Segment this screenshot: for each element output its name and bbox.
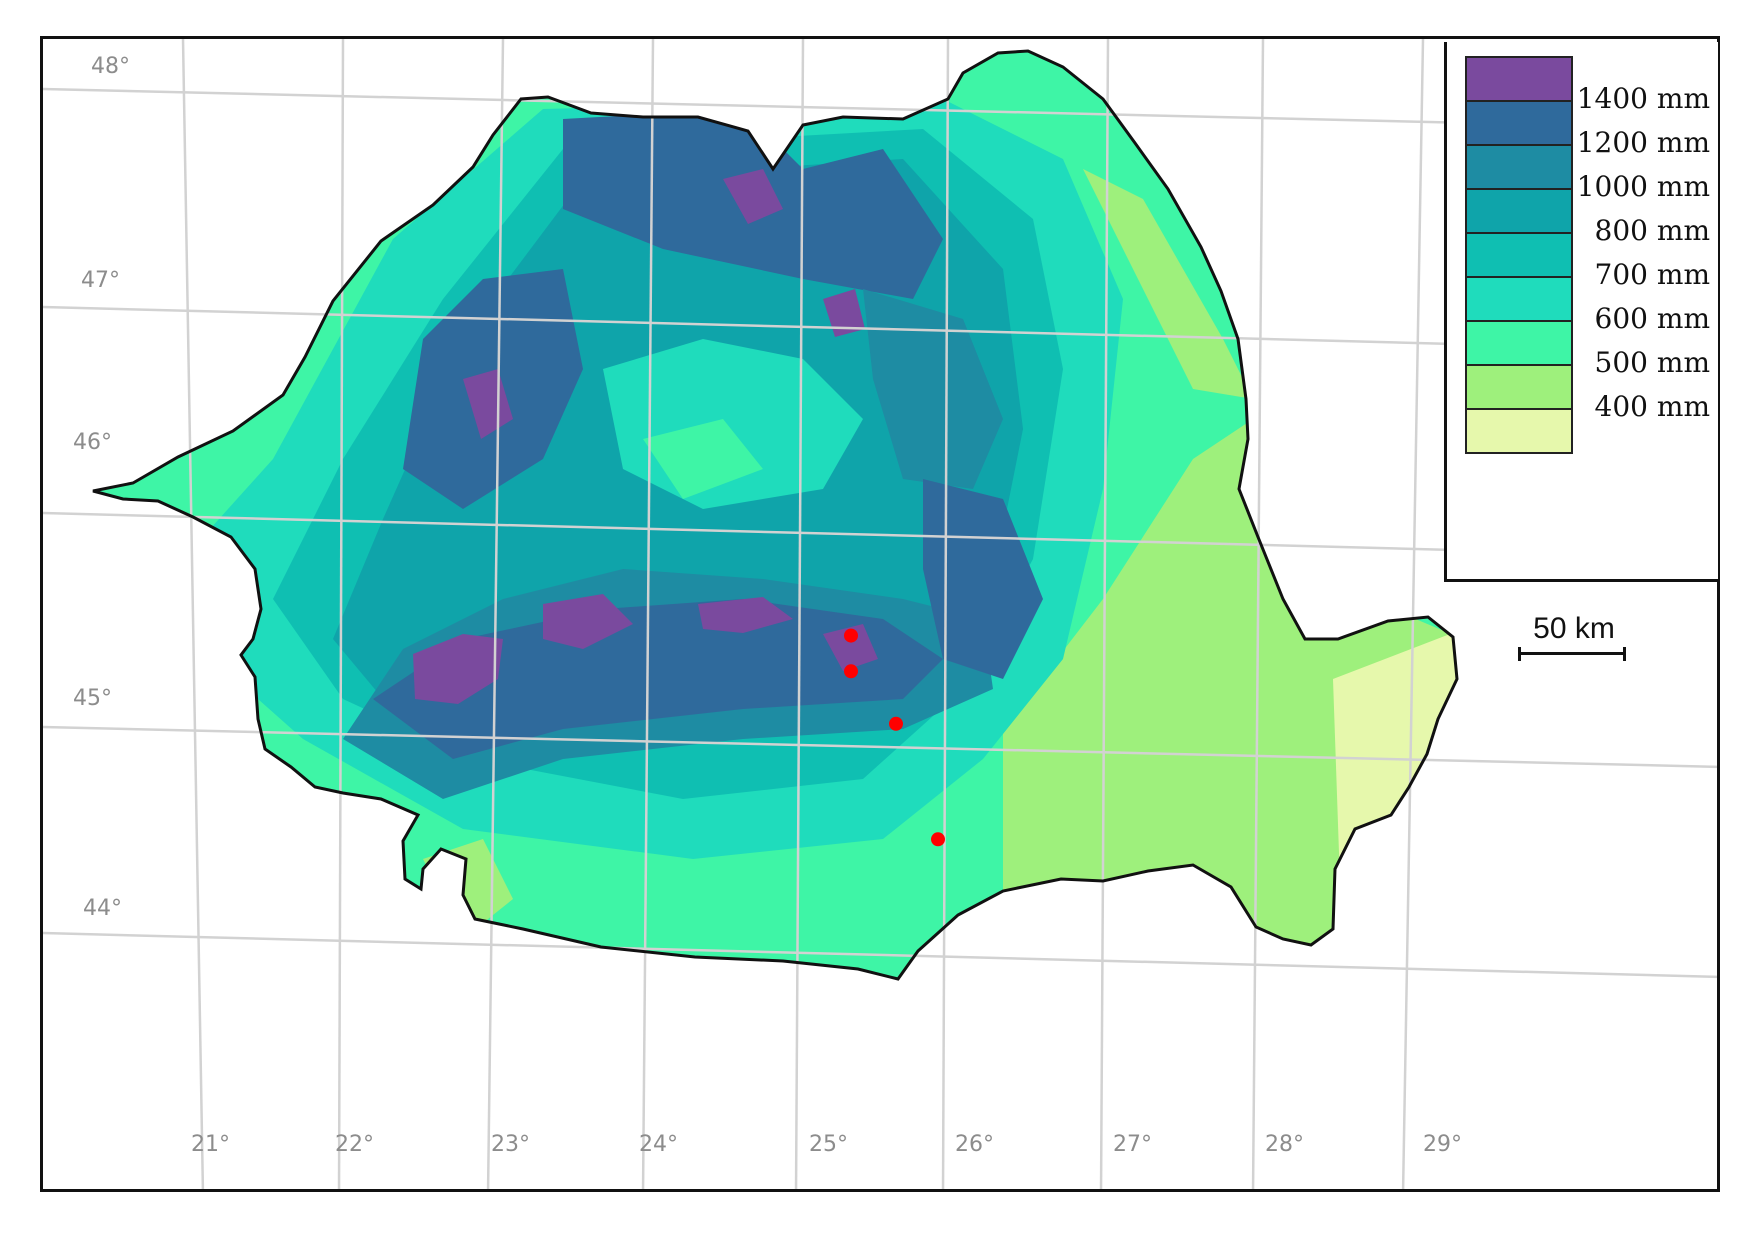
station-point (844, 628, 858, 643)
station-points (844, 628, 945, 847)
latitude-label-45: 45° (73, 686, 112, 711)
legend-label-400: 400 mm (1594, 390, 1710, 423)
latitude-label-47: 47° (81, 268, 120, 293)
legend-label-500: 500 mm (1594, 346, 1710, 379)
longitude-label-25: 25° (809, 1132, 848, 1157)
latitude-label-48: 48° (91, 54, 130, 79)
legend-swatch (1465, 276, 1573, 322)
longitude-label-28: 28° (1265, 1132, 1304, 1157)
legend-swatch (1465, 320, 1573, 366)
longitude-label-29: 29° (1423, 1132, 1462, 1157)
legend-swatch (1465, 408, 1573, 454)
legend-label-700: 700 mm (1594, 258, 1710, 291)
scale-bar-line (1518, 647, 1626, 661)
legend-label-1200: 1200 mm (1576, 126, 1710, 159)
legend-swatch (1465, 364, 1573, 410)
scale-bar: 50 km (1518, 612, 1630, 662)
longitude-label-21: 21° (191, 1132, 230, 1157)
legend-swatch (1465, 56, 1573, 102)
legend-swatch (1465, 232, 1573, 278)
longitude-label-27: 27° (1113, 1132, 1152, 1157)
scale-bar-label: 50 km (1533, 612, 1615, 645)
latitude-label-44: 44° (83, 896, 122, 921)
legend-swatch (1465, 188, 1573, 234)
legend: 1400 mm 1200 mm 1000 mm 800 mm 700 mm 60… (1444, 42, 1718, 582)
legend-swatch (1465, 144, 1573, 190)
latitude-label-46: 46° (73, 430, 112, 455)
legend-swatch (1465, 100, 1573, 146)
legend-label-800: 800 mm (1594, 214, 1710, 247)
longitude-label-22: 22° (335, 1132, 374, 1157)
precipitation-map: 48° 47° 46° 45° 44° 21° 22° 23° 24° 25° … (43, 39, 1717, 1189)
map-frame: 48° 47° 46° 45° 44° 21° 22° 23° 24° 25° … (40, 36, 1720, 1192)
station-point (889, 716, 903, 731)
station-point (931, 832, 945, 847)
legend-label-1000: 1000 mm (1576, 170, 1710, 203)
station-point (844, 664, 858, 679)
legend-label-1400: 1400 mm (1576, 82, 1710, 115)
longitude-label-26: 26° (955, 1132, 994, 1157)
legend-label-600: 600 mm (1594, 302, 1710, 335)
longitude-label-23: 23° (491, 1132, 530, 1157)
country-border (92, 49, 1459, 981)
longitude-label-24: 24° (639, 1132, 678, 1157)
coordinate-grid (43, 39, 1717, 1189)
